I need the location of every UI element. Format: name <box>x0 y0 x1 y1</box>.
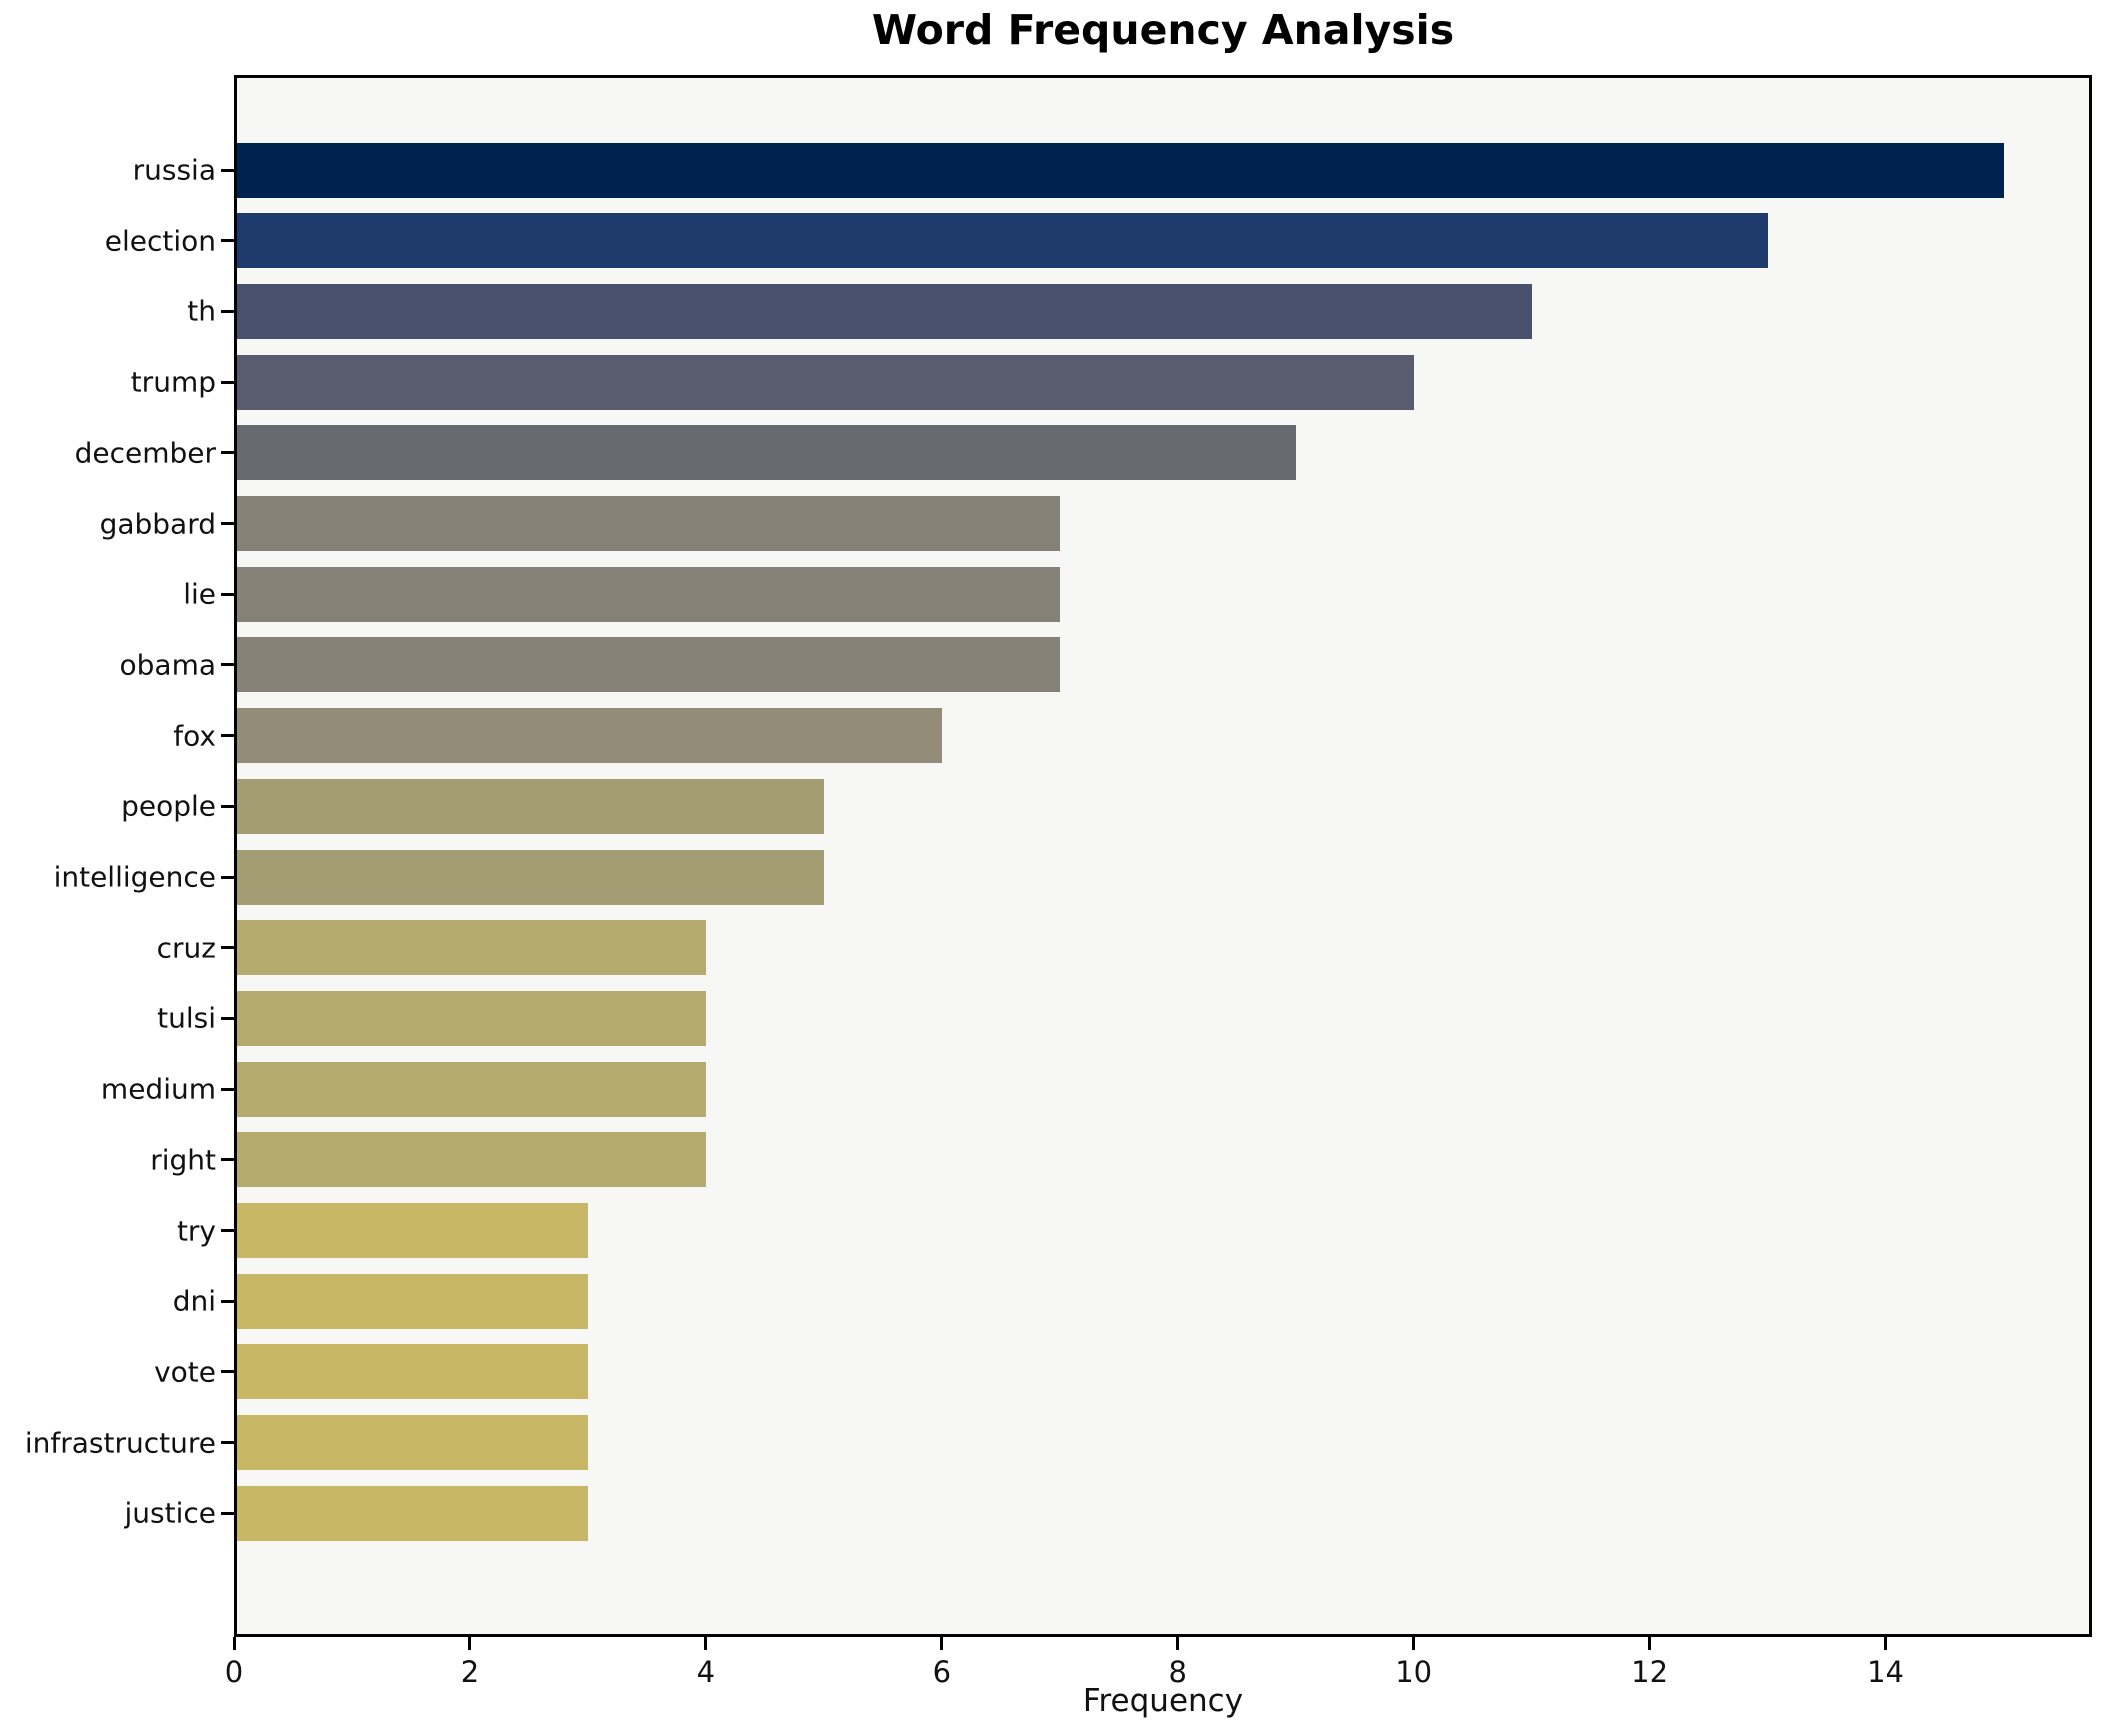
x-tick-label-4: 4 <box>696 1655 716 1689</box>
bar-vote <box>234 1344 588 1400</box>
bar-dni <box>234 1273 588 1329</box>
y-tick-mark <box>221 734 234 738</box>
bar-december <box>234 425 1296 481</box>
plot-area <box>234 75 2092 1637</box>
bar-cruz <box>234 920 706 976</box>
y-tick-label-intelligence: intelligence <box>53 860 216 894</box>
y-tick-label-obama: obama <box>119 648 217 682</box>
bar-th <box>234 283 1532 339</box>
bar-obama <box>234 637 1060 693</box>
x-tick-mark <box>1648 1637 1652 1650</box>
bar-fox <box>234 708 942 764</box>
bar-right <box>234 1132 706 1188</box>
y-tick-label-dni: dni <box>172 1284 216 1318</box>
y-tick-mark <box>221 451 234 455</box>
y-tick-mark <box>221 946 234 950</box>
bar-russia <box>234 142 2004 198</box>
y-tick-label-lie: lie <box>183 577 216 611</box>
x-tick-label-8: 8 <box>1168 1655 1187 1689</box>
y-tick-label-try: try <box>176 1214 216 1247</box>
bar-intelligence <box>234 849 824 905</box>
y-tick-mark <box>221 1441 234 1445</box>
y-tick-mark <box>221 1511 234 1515</box>
x-tick-label-10: 10 <box>1395 1655 1433 1689</box>
bar-trump <box>234 354 1414 410</box>
x-tick-mark <box>1412 1637 1416 1650</box>
x-tick-label-6: 6 <box>932 1655 952 1689</box>
y-tick-mark <box>221 663 234 667</box>
y-tick-mark <box>221 1016 234 1020</box>
x-tick-label-12: 12 <box>1631 1655 1669 1689</box>
x-axis-label: Frequency <box>1082 1683 1244 1719</box>
bar-lie <box>234 566 1060 622</box>
y-tick-label-infrastructure: infrastructure <box>24 1426 216 1460</box>
x-tick-mark <box>940 1637 944 1650</box>
y-tick-mark <box>221 1370 234 1374</box>
y-tick-mark <box>221 1087 234 1091</box>
bar-election <box>234 213 1768 269</box>
x-tick-label-2: 2 <box>460 1655 480 1689</box>
x-tick-mark <box>1884 1637 1888 1650</box>
y-tick-label-trump: trump <box>130 365 216 399</box>
x-tick-mark <box>468 1637 472 1650</box>
x-tick-label-0: 0 <box>224 1655 244 1689</box>
y-tick-mark <box>221 1229 234 1232</box>
y-tick-mark <box>221 875 234 879</box>
y-tick-label-december: december <box>74 436 216 470</box>
y-tick-label-fox: fox <box>173 719 216 753</box>
x-tick-mark <box>232 1637 236 1650</box>
y-tick-label-justice: justice <box>124 1496 217 1530</box>
y-tick-label-th: th <box>187 294 216 328</box>
y-tick-mark <box>221 522 234 525</box>
y-tick-label-vote: vote <box>154 1355 216 1389</box>
y-tick-mark <box>221 1158 234 1162</box>
x-tick-label-14: 14 <box>1867 1655 1904 1689</box>
y-tick-label-medium: medium <box>100 1072 216 1106</box>
y-tick-label-tulsi: tulsi <box>157 1001 216 1035</box>
y-tick-label-people: people <box>121 789 216 823</box>
bar-justice <box>234 1485 588 1541</box>
bar-tulsi <box>234 990 706 1046</box>
bar-gabbard <box>234 496 1060 551</box>
y-tick-label-election: election <box>104 224 216 258</box>
y-tick-label-russia: russia <box>132 153 216 187</box>
y-tick-mark <box>221 804 234 808</box>
y-tick-mark <box>221 309 234 313</box>
y-tick-label-right: right <box>150 1143 216 1177</box>
y-tick-label-cruz: cruz <box>156 931 216 965</box>
bar-try <box>234 1203 588 1258</box>
y-tick-mark <box>221 239 234 243</box>
bar-people <box>234 778 824 834</box>
x-tick-mark <box>1176 1637 1180 1650</box>
chart-title: Word Frequency Analysis <box>871 6 1455 54</box>
x-tick-mark <box>704 1637 708 1650</box>
y-tick-mark <box>221 592 234 596</box>
bar-infrastructure <box>234 1415 588 1471</box>
bar-medium <box>234 1061 706 1117</box>
y-tick-mark <box>221 1299 234 1303</box>
y-tick-mark <box>221 380 234 384</box>
y-tick-mark <box>221 168 234 172</box>
y-tick-label-gabbard: gabbard <box>99 507 216 540</box>
